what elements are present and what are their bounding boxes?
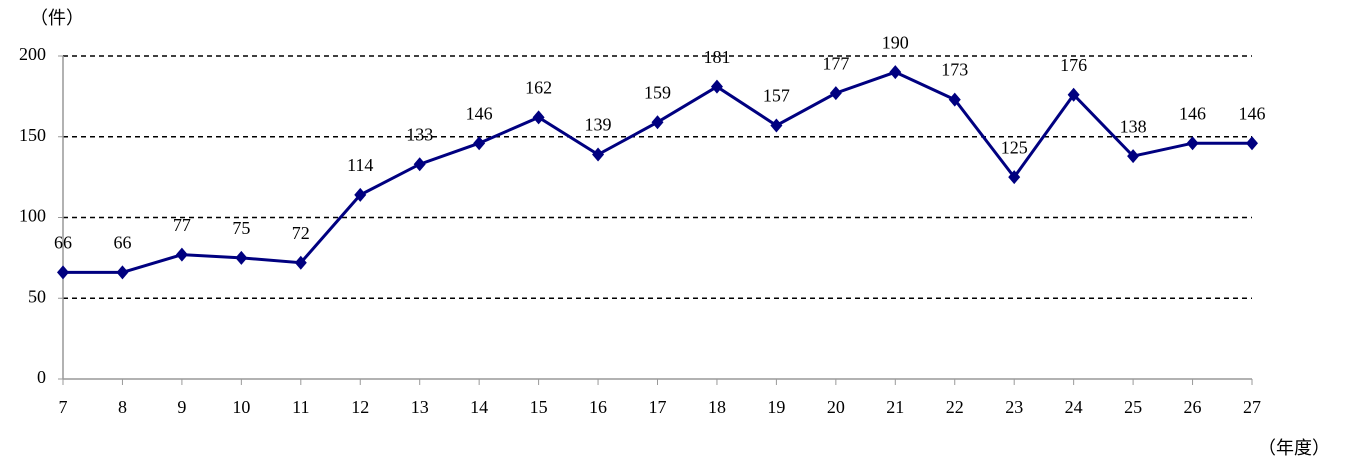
data-label: 157 [763, 86, 790, 106]
data-label: 66 [113, 233, 131, 253]
x-axis-label: （年度） [1258, 438, 1330, 458]
x-tick-label: 8 [118, 397, 127, 417]
marker [829, 86, 842, 101]
y-tick-label: 100 [19, 206, 46, 226]
x-tick-label: 7 [59, 397, 68, 417]
x-tick-label: 10 [232, 397, 250, 417]
x-tick-label: 23 [1005, 397, 1023, 417]
data-label: 173 [941, 60, 968, 80]
x-tick-label: 19 [767, 397, 785, 417]
x-tick-label: 12 [351, 397, 369, 417]
marker [889, 65, 902, 80]
x-tick-label: 11 [292, 397, 309, 417]
data-label: 133 [406, 124, 433, 144]
x-tick-label: 27 [1243, 397, 1261, 417]
y-tick-label: 150 [19, 125, 46, 145]
data-label: 177 [822, 53, 849, 73]
data-label: 75 [232, 218, 250, 238]
x-tick-label: 18 [708, 397, 726, 417]
x-tick-label: 24 [1065, 397, 1083, 417]
x-tick-label: 25 [1124, 397, 1142, 417]
y-tick-label: 0 [37, 367, 46, 387]
marker [1008, 170, 1021, 185]
data-label: 159 [644, 82, 671, 102]
marker [413, 157, 426, 172]
data-label: 181 [703, 47, 730, 67]
x-tick-label: 21 [886, 397, 904, 417]
data-label: 139 [585, 115, 612, 135]
x-tick-label: 13 [411, 397, 429, 417]
data-label: 72 [292, 223, 310, 243]
marker [175, 247, 188, 262]
marker [116, 265, 129, 280]
marker [710, 79, 723, 94]
data-label: 114 [347, 155, 373, 175]
data-label: 77 [173, 215, 191, 235]
data-label: 146 [1179, 103, 1206, 123]
marker [1246, 136, 1258, 151]
x-tick-label: 9 [177, 397, 186, 417]
y-tick-label: 50 [28, 286, 46, 306]
marker [473, 136, 486, 151]
data-label: 66 [54, 233, 72, 253]
x-tick-label: 17 [649, 397, 667, 417]
marker [592, 147, 605, 162]
marker [57, 265, 69, 280]
data-label: 146 [466, 103, 493, 123]
x-tick-label: 14 [470, 397, 488, 417]
marker [532, 110, 545, 125]
marker [1127, 149, 1140, 164]
marker [948, 92, 961, 107]
marker [770, 118, 783, 133]
data-label: 125 [1001, 137, 1028, 157]
y-tick-label: 200 [19, 44, 46, 64]
x-tick-label: 26 [1184, 397, 1202, 417]
data-label: 162 [525, 77, 552, 97]
marker [1186, 136, 1199, 151]
marker [651, 115, 664, 130]
y-axis-label: （件） [30, 8, 84, 28]
data-label: 190 [882, 32, 909, 52]
marker [354, 187, 367, 202]
marker [235, 250, 248, 265]
marker [294, 255, 307, 270]
marker [1067, 87, 1080, 102]
data-label: 146 [1239, 103, 1266, 123]
x-tick-label: 20 [827, 397, 845, 417]
x-tick-label: 15 [530, 397, 548, 417]
data-label: 138 [1120, 116, 1147, 136]
x-tick-label: 16 [589, 397, 607, 417]
x-tick-label: 22 [946, 397, 964, 417]
data-label: 176 [1060, 55, 1087, 75]
